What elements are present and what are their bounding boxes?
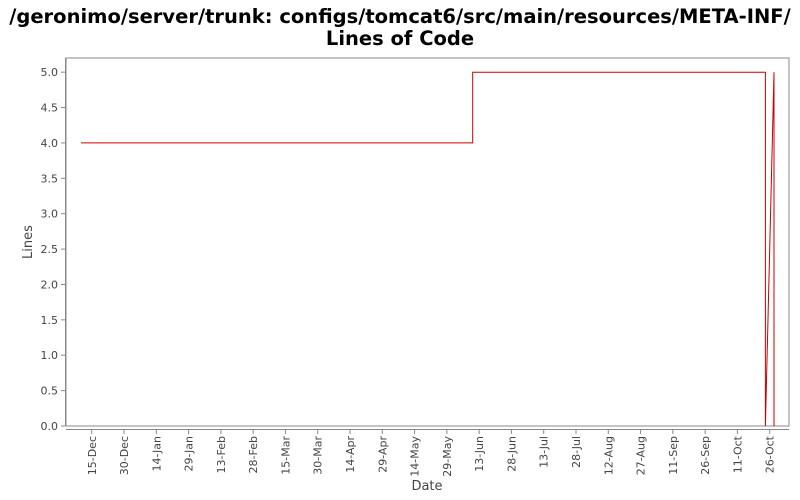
x-tick-label: 11-Oct [731, 435, 744, 473]
x-tick-label: 29-May [441, 436, 454, 477]
x-tick-label: 13-Jul [538, 436, 551, 468]
x-tick-label: 12-Aug [602, 436, 615, 475]
x-tick-label: 30-Mar [312, 436, 325, 475]
x-tick-label: 13-Feb [215, 436, 228, 473]
y-tick-label: 4.5 [41, 102, 59, 115]
x-tick-label: 14-Apr [344, 436, 357, 473]
series-layer [81, 71, 775, 427]
x-tick-label: 30-Dec [118, 436, 131, 475]
y-axis-label: Lines [21, 225, 36, 259]
x-axis-ticks: 15-Dec 30-Dec 14-Jan 29-Jan 13-Feb 28-Feb 15-M… [86, 430, 777, 477]
x-tick-label: 15-Dec [86, 436, 99, 475]
y-tick-label: 1.5 [41, 314, 59, 327]
y-tick-label: 0.0 [41, 420, 59, 433]
chart-title: /geronimo/server/trunk: configs/tomcat6/… [9, 5, 791, 28]
y-tick-label: 5.0 [41, 66, 59, 79]
plot-area [65, 57, 790, 427]
chart-subtitle: Lines of Code [326, 27, 474, 50]
x-tick-label: 28-Jun [505, 436, 518, 472]
y-tick-label: 2.0 [41, 278, 59, 291]
x-tick-label: 28-Feb [247, 436, 260, 473]
x-tick-label: 26-Sep [699, 436, 712, 475]
y-tick-label: 2.5 [41, 243, 59, 256]
x-tick-label: 29-Apr [376, 436, 389, 473]
x-tick-label: 27-Aug [635, 436, 648, 475]
x-tick-label: 13-Jun [473, 436, 486, 472]
x-tick-label: 29-Jan [183, 436, 196, 472]
x-axis-label: Date [411, 479, 442, 494]
x-tick-label: 14-May [409, 436, 422, 477]
y-tick-label: 1.0 [41, 349, 59, 362]
x-tick-label: 15-Mar [279, 436, 292, 475]
y-tick-label: 0.5 [41, 385, 59, 398]
y-axis-ticks: 0.0 0.5 1.0 1.5 2.0 2.5 3.0 3.5 4.0 4.5 5.0 [41, 66, 65, 433]
series-line [81, 71, 775, 427]
y-tick-label: 3.0 [41, 208, 59, 221]
x-tick-label: 11-Sep [667, 436, 680, 475]
y-tick-label: 4.0 [41, 137, 59, 150]
x-tick-label: 14-Jan [150, 436, 163, 472]
x-tick-label: 26-Oct [764, 435, 777, 473]
x-tick-label: 28-Jul [570, 436, 583, 468]
y-tick-label: 3.5 [41, 172, 59, 185]
